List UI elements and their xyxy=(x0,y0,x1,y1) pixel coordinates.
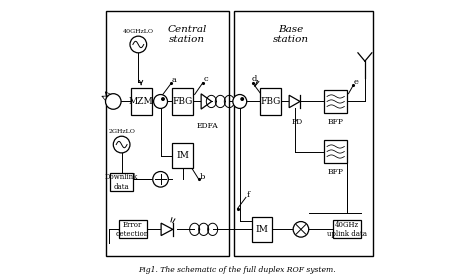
Text: PD: PD xyxy=(291,118,302,126)
Text: 2GHzLO: 2GHzLO xyxy=(108,129,135,134)
Text: 40GHz
uplink data: 40GHz uplink data xyxy=(327,221,367,238)
Circle shape xyxy=(106,94,121,109)
Text: e: e xyxy=(354,78,359,86)
Text: MZM: MZM xyxy=(129,97,154,106)
Text: c: c xyxy=(204,75,209,83)
Circle shape xyxy=(154,95,167,108)
FancyBboxPatch shape xyxy=(260,88,281,115)
FancyBboxPatch shape xyxy=(110,173,134,191)
FancyBboxPatch shape xyxy=(324,90,347,113)
Polygon shape xyxy=(201,94,212,109)
FancyBboxPatch shape xyxy=(252,217,273,242)
Polygon shape xyxy=(289,95,300,108)
Text: d: d xyxy=(252,75,257,83)
Text: Error
detection: Error detection xyxy=(116,221,149,238)
Polygon shape xyxy=(161,223,173,235)
Text: Downlink
data: Downlink data xyxy=(105,173,138,191)
Circle shape xyxy=(241,98,244,100)
Text: FBG: FBG xyxy=(260,97,281,106)
Text: BFP: BFP xyxy=(328,118,344,126)
Text: a: a xyxy=(172,76,176,84)
FancyBboxPatch shape xyxy=(173,88,193,115)
Circle shape xyxy=(130,36,146,53)
Circle shape xyxy=(153,172,168,187)
FancyBboxPatch shape xyxy=(119,220,146,239)
Text: f: f xyxy=(246,190,250,198)
FancyBboxPatch shape xyxy=(173,143,193,168)
Circle shape xyxy=(113,136,130,153)
Circle shape xyxy=(233,95,247,108)
Text: b: b xyxy=(200,173,205,181)
FancyBboxPatch shape xyxy=(333,220,361,239)
Text: FBG: FBG xyxy=(173,97,193,106)
Text: 40GHzLO: 40GHzLO xyxy=(123,29,154,34)
Circle shape xyxy=(162,98,164,100)
Text: Central
station: Central station xyxy=(167,25,207,44)
Text: EDFA: EDFA xyxy=(197,122,219,130)
Text: IM: IM xyxy=(255,225,268,234)
Text: Fig1. The schematic of the full duplex ROF system.: Fig1. The schematic of the full duplex R… xyxy=(138,266,336,274)
FancyBboxPatch shape xyxy=(324,140,347,163)
FancyBboxPatch shape xyxy=(131,88,152,115)
Circle shape xyxy=(293,222,309,237)
Text: Base
station: Base station xyxy=(273,25,309,44)
Text: IM: IM xyxy=(176,151,189,160)
Text: BFP: BFP xyxy=(328,168,344,176)
